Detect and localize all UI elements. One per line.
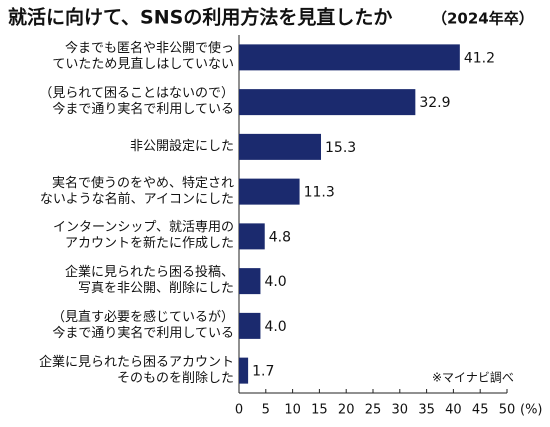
category-label: 実名で使うのをやめ、特定され ないような名前、アイコンにした (39, 175, 234, 207)
x-tick-label: 20 (338, 403, 355, 418)
source-note: ※マイナビ調べ (432, 371, 514, 385)
category-label: インターンシップ、就活専用の アカウントを新たに作成した (53, 220, 234, 252)
category-label: 企業に見られたら困るアカウント そのものを削除した (38, 354, 234, 386)
category-label: 非公開設定にした (129, 138, 234, 154)
bar (239, 133, 322, 160)
x-tick-label: 45 (472, 403, 489, 418)
bar (239, 178, 300, 205)
x-tick-label: 25 (365, 403, 382, 418)
value-label: 4.0 (264, 319, 286, 335)
bar (239, 223, 265, 250)
x-tick-label: 30 (392, 403, 409, 418)
x-tick-label: 15 (311, 403, 328, 418)
bar (239, 268, 261, 295)
chart-title: 就活に向けて、SNSの利用方法を見直したか (8, 6, 392, 29)
value-label: 4.0 (264, 274, 286, 290)
category-label: （見られて困ることはないので） 今まで通り実名で利用している (39, 86, 234, 118)
category-label: 企業に見られたら困る投稿、 写真を非公開、削除にした (64, 265, 234, 297)
x-tick-label: 5 (262, 403, 270, 418)
x-axis-label: (%) (520, 403, 543, 418)
value-label: 15.3 (325, 140, 356, 156)
bar (239, 357, 249, 384)
category-label: （見直す必要を感じているが） 今まで通り実名で利用している (51, 309, 234, 341)
value-label: 32.9 (419, 95, 450, 111)
category-label: 今までも匿名や非公開で使っ ていたため見直しはしていない (52, 41, 234, 73)
bar (239, 89, 416, 116)
bar (239, 44, 460, 71)
bar (239, 312, 261, 339)
x-tick-label: 40 (445, 403, 462, 418)
chart-subtitle: （2024年卒） (432, 10, 534, 28)
x-tick-label: 35 (418, 403, 435, 418)
value-label: 11.3 (304, 185, 335, 201)
x-tick-label: 10 (284, 403, 301, 418)
x-tick-label: 50 (499, 403, 516, 418)
value-label: 41.2 (464, 50, 495, 66)
value-label: 1.7 (252, 364, 274, 380)
x-tick-label: 0 (235, 403, 243, 418)
value-label: 4.8 (269, 229, 291, 245)
